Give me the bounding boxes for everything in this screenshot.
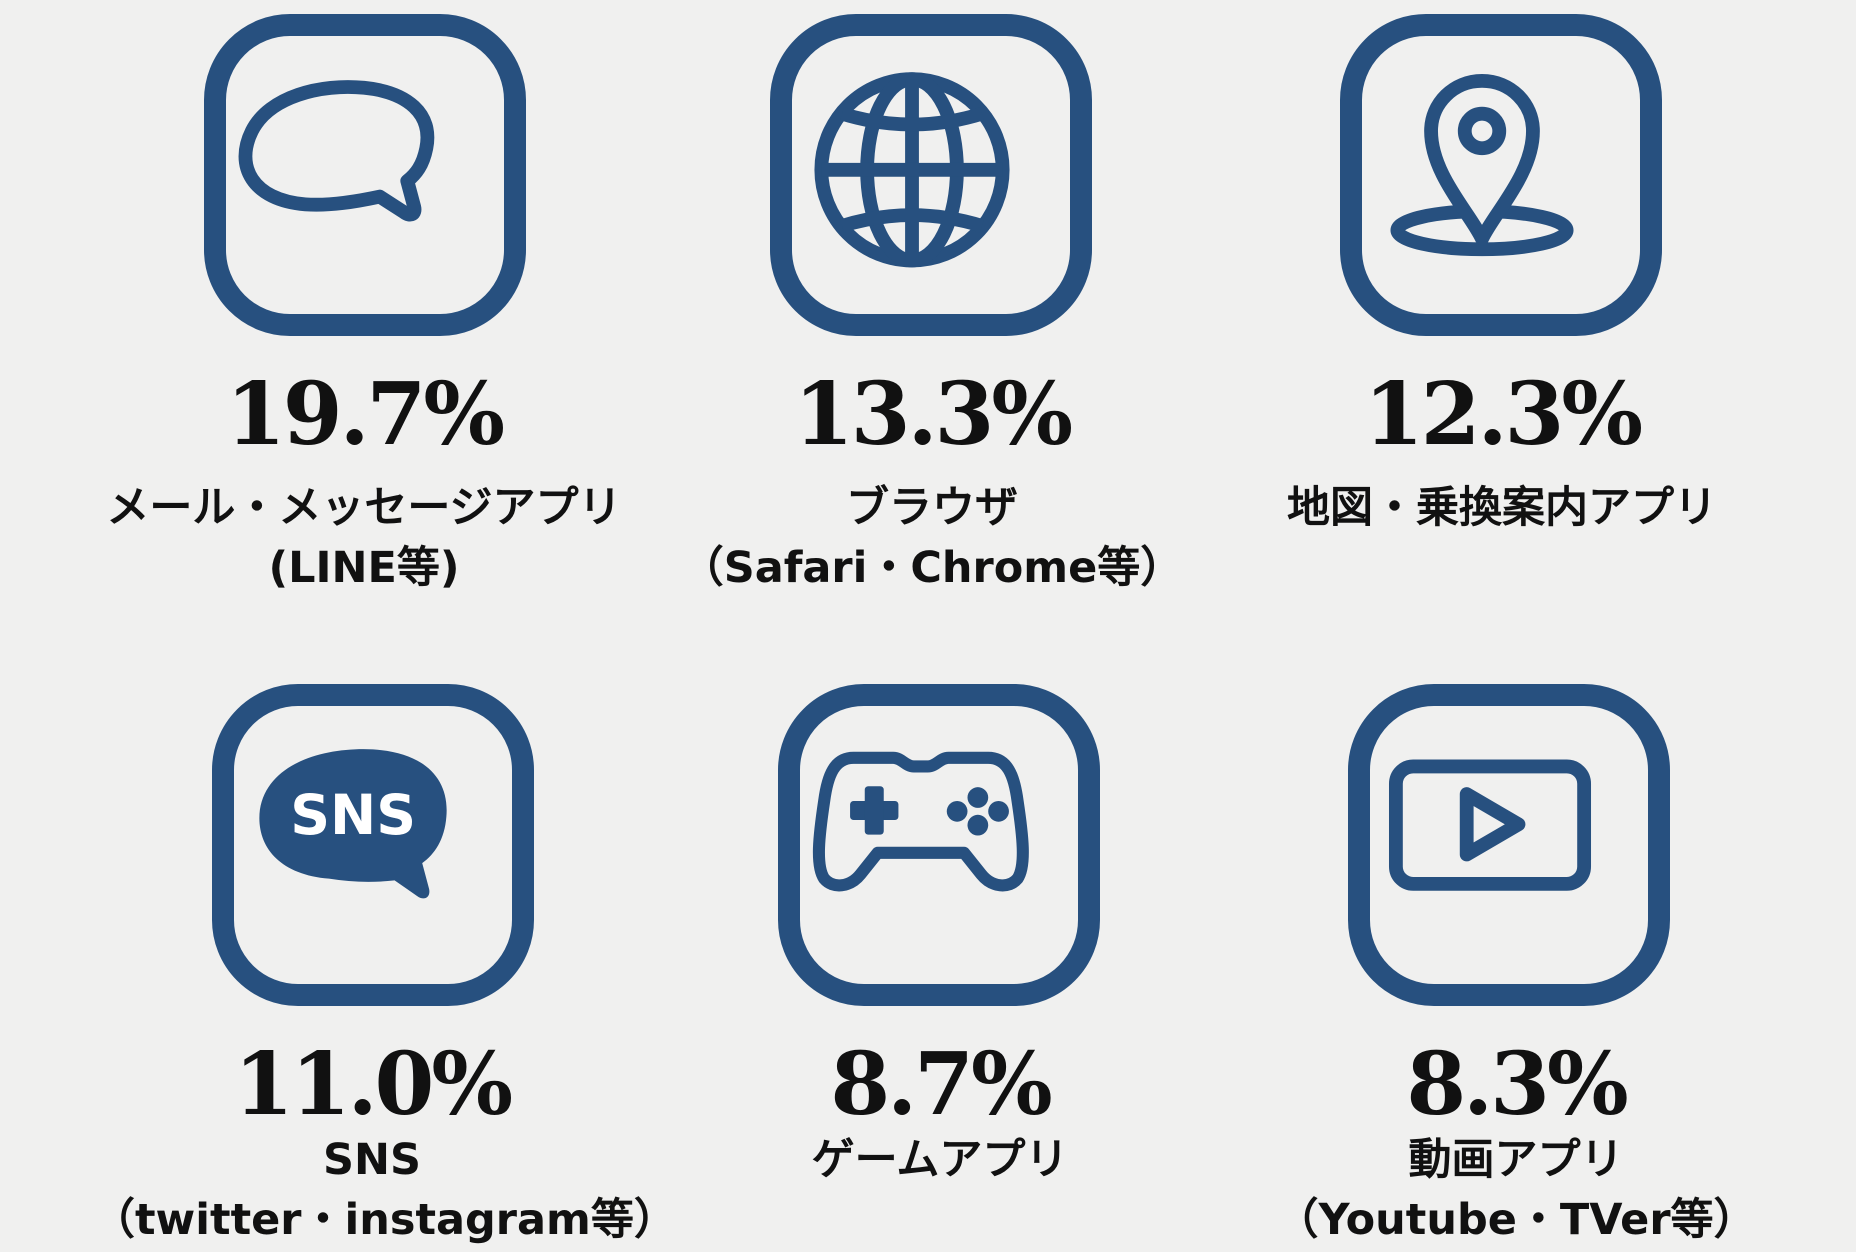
app-category-sns: SNS 11.0% SNS （twitter・instagram等） [92,670,677,1252]
usage-percent: 11.0% [233,1034,513,1135]
category-label: SNS [323,1135,421,1185]
usage-percent: 8.7% [830,1034,1052,1135]
category-examples: （twitter・instagram等） [92,1195,677,1245]
usage-percent: 8.3% [1406,1034,1628,1135]
usage-percent: 19.7% [225,364,505,465]
app-category-video: 8.3% 動画アプリ （Youtube・TVer等） [1236,670,1796,1252]
sns-bubble-icon: SNS [212,684,534,1006]
category-label: 動画アプリ [1408,1135,1624,1185]
sns-icon-text: SNS [290,784,416,848]
game-controller-icon [778,684,1100,1006]
video-play-icon [1348,684,1670,1006]
category-label: ゲームアプリ [811,1135,1069,1185]
app-category-browser: 13.3% ブラウザ （Safari・Chrome等） [652,0,1212,600]
category-examples: (LINE等) [268,543,460,593]
usage-percent: 12.3% [1363,364,1643,465]
usage-percent: 13.3% [793,364,1073,465]
map-pin-icon [1340,14,1662,336]
category-examples: （Youtube・TVer等） [1275,1195,1757,1245]
category-examples: （Safari・Chrome等） [680,543,1184,593]
category-label: 地図・乗換案内アプリ [1287,483,1717,533]
speech-bubble-icon [204,14,526,336]
category-label: メール・メッセージアプリ [106,483,622,533]
app-category-messaging: 19.7% メール・メッセージアプリ (LINE等) [84,0,644,600]
app-category-maps: 12.3% 地図・乗換案内アプリ [1222,0,1782,600]
globe-icon [770,14,1092,336]
app-category-games: 8.7% ゲームアプリ [660,670,1220,1252]
category-label: ブラウザ [846,483,1018,533]
